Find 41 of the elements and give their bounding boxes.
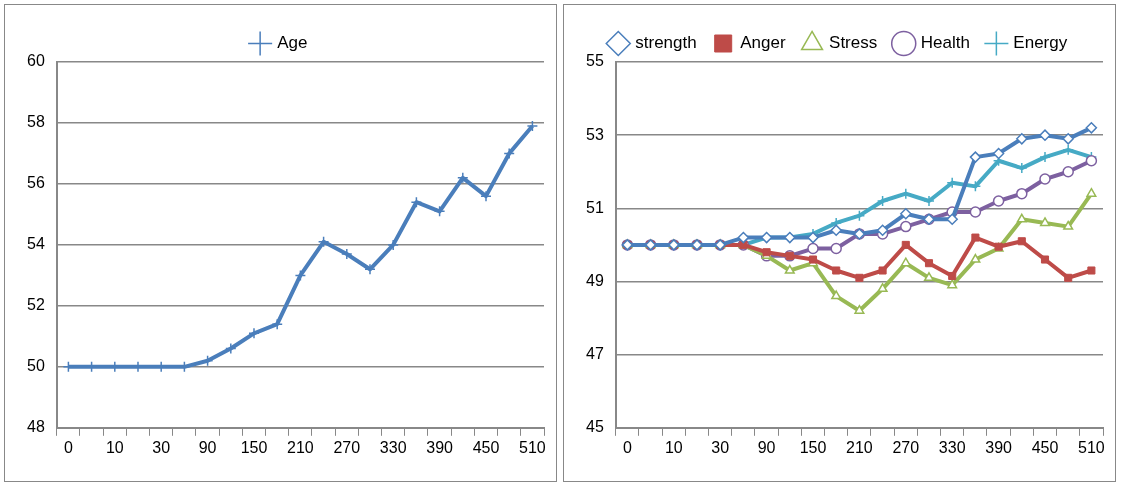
y-tick-label: 48 <box>27 418 45 436</box>
x-tick-label: 450 <box>1031 438 1059 456</box>
y-tick-label: 55 <box>586 52 604 70</box>
y-tick-label: 45 <box>586 418 604 436</box>
x-tick-label: 510 <box>1078 438 1105 456</box>
y-tick-label: 52 <box>27 296 45 314</box>
legend-label: Health <box>920 33 970 53</box>
x-tick-label: 390 <box>426 438 454 456</box>
legend-label: Stress <box>829 33 878 53</box>
x-tick-label: 30 <box>711 438 730 456</box>
y-tick-label: 49 <box>586 271 604 289</box>
x-tick-label: 90 <box>757 438 776 456</box>
x-tick-label: 30 <box>152 438 171 456</box>
y-tick-label: 60 <box>27 52 45 70</box>
y-tick-label: 56 <box>27 174 45 192</box>
legend-label: Anger <box>740 33 786 53</box>
x-tick-label: 10 <box>105 438 124 456</box>
legend-label: Energy <box>1013 33 1068 53</box>
x-tick-label: 0 <box>63 438 73 456</box>
y-tick-label: 53 <box>586 125 604 143</box>
x-tick-label: 210 <box>287 438 314 456</box>
x-tick-label: 270 <box>333 438 361 456</box>
x-tick-label: 390 <box>985 438 1013 456</box>
x-tick-label: 330 <box>379 438 407 456</box>
y-tick-label: 50 <box>27 357 45 375</box>
legend-label: Age <box>277 33 308 53</box>
x-tick-label: 210 <box>846 438 873 456</box>
x-tick-label: 510 <box>519 438 546 456</box>
x-tick-label: 0 <box>622 438 632 456</box>
legend-label: strength <box>635 33 697 53</box>
x-tick-label: 270 <box>892 438 920 456</box>
x-tick-label: 150 <box>240 438 268 456</box>
y-tick-label: 58 <box>27 113 45 131</box>
x-tick-label: 10 <box>664 438 683 456</box>
x-tick-label: 450 <box>472 438 500 456</box>
x-tick-label: 150 <box>799 438 827 456</box>
y-tick-label: 51 <box>586 198 604 216</box>
x-tick-label: 90 <box>198 438 217 456</box>
y-tick-label: 54 <box>27 235 45 253</box>
x-tick-label: 330 <box>938 438 966 456</box>
y-tick-label: 47 <box>586 345 604 363</box>
